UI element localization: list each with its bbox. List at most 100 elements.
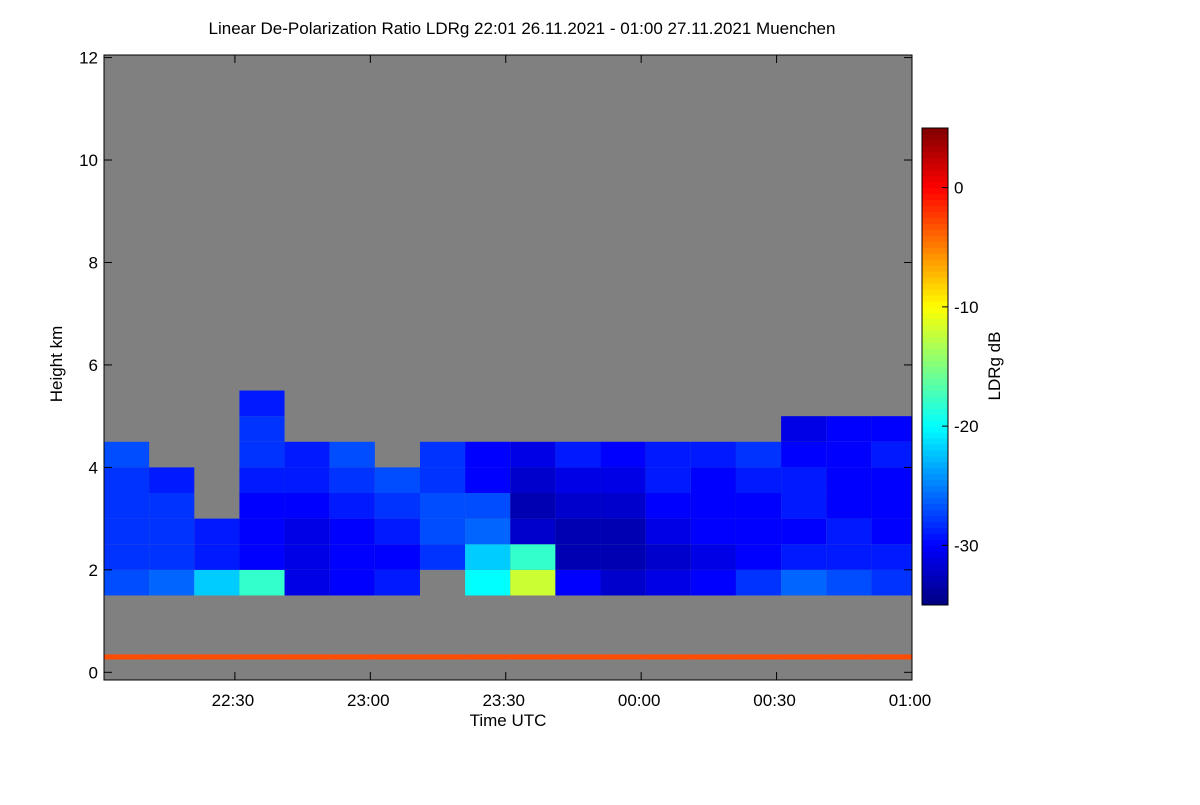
colorbar-frame (921, 127, 949, 606)
colorbar-swatch (922, 169, 948, 177)
heatmap-cell (600, 518, 646, 545)
heatmap-cell (510, 654, 556, 660)
chart-title: Linear De-Polarization Ratio LDRg 22:01 … (209, 19, 836, 38)
heatmap-cell (374, 493, 420, 519)
colorbar-swatch (922, 133, 948, 141)
heatmap-cell (871, 569, 912, 596)
colorbar-swatch (922, 193, 948, 201)
colorbar-swatch (922, 157, 948, 165)
x-axis-label: Time UTC (470, 711, 547, 730)
heatmap-cell (781, 569, 827, 596)
heatmap-cell (419, 544, 466, 570)
colorbar-swatch (922, 449, 948, 457)
heatmap-cell (690, 654, 736, 660)
plot-frame (103, 54, 913, 681)
heatmap-cell (690, 569, 736, 596)
heatmap-cell (465, 493, 511, 519)
heatmap-cell (555, 467, 601, 494)
heatmap-cell (419, 493, 466, 519)
heatmap-cell (871, 544, 912, 570)
colorbar-label: LDRg dB (985, 332, 1004, 401)
heatmap-cell (645, 493, 691, 519)
heatmap-cell (871, 441, 912, 468)
heatmap-cell (871, 518, 912, 545)
heatmap-cell (329, 493, 375, 519)
heatmap-cell (645, 544, 691, 570)
colorbar-swatch (922, 366, 948, 373)
heatmap-cell (239, 467, 285, 494)
y-tick-label: 12 (79, 49, 98, 68)
heatmap-cell (510, 441, 556, 468)
heatmap-cell (510, 467, 556, 494)
heatmap-cell (149, 467, 195, 494)
colorbar-swatch (922, 336, 948, 344)
colorbar-swatch (922, 521, 948, 528)
colorbar-swatch (922, 527, 948, 534)
colorbar-swatch (922, 533, 948, 540)
y-axis-label: Height km (47, 326, 66, 403)
heatmap-cell (104, 518, 150, 545)
heatmap-cell (781, 467, 827, 494)
heatmap-cell (826, 654, 872, 660)
colorbar-swatch (922, 306, 948, 314)
heatmap-cell (284, 654, 330, 660)
heatmap-cell (645, 441, 691, 468)
heatmap-cell (871, 493, 912, 519)
heatmap-cell (781, 518, 827, 545)
heatmap-cell (510, 569, 556, 596)
colorbar-swatch (922, 271, 948, 278)
colorbar-swatch (922, 199, 948, 207)
heatmap-cell (510, 493, 556, 519)
y-tick-label: 4 (89, 458, 98, 477)
colorbar-swatch (922, 330, 948, 338)
colorbar-swatch (922, 181, 948, 189)
heatmap-cell (600, 467, 646, 494)
heatmap-cell (735, 467, 782, 494)
heatmap-cell (690, 493, 736, 519)
heatmap-cell (149, 569, 195, 596)
colorbar-swatch (922, 229, 948, 236)
heatmap-cell (465, 654, 511, 660)
colorbar-swatch (922, 288, 948, 296)
colorbar-swatch (922, 378, 948, 385)
heatmap-cell (735, 441, 782, 468)
heatmap-cell (284, 544, 330, 570)
colorbar-swatch (922, 503, 948, 511)
colorbar-swatch (922, 163, 948, 171)
colorbar-swatch (922, 318, 948, 326)
heatmap-cell (510, 544, 556, 570)
heatmap-cell (419, 441, 466, 468)
colorbar-swatch (922, 408, 948, 415)
colorbar-swatch (922, 223, 948, 230)
colorbar-swatch (922, 277, 948, 284)
heatmap-cell (329, 441, 375, 468)
heatmap-cell (239, 654, 285, 660)
heatmap-cell (555, 569, 601, 596)
heatmap-cell (735, 569, 782, 596)
heatmap-cell (194, 518, 240, 545)
heatmap-cell (329, 544, 375, 570)
x-tick-label: 00:00 (618, 691, 661, 710)
colorbar-swatch (922, 372, 948, 379)
heatmap-cell (374, 654, 420, 660)
heatmap-cell (194, 544, 240, 570)
colorbar-swatch (922, 444, 948, 451)
y-tick-label: 8 (89, 253, 98, 272)
x-tick-label: 22:30 (212, 691, 255, 710)
heatmap-cell (871, 467, 912, 494)
heatmap-cell (419, 654, 466, 660)
heatmap-cell (104, 441, 150, 468)
heatmap-cell (555, 544, 601, 570)
colorbar-swatch (922, 479, 948, 487)
colorbar-swatch (922, 414, 948, 421)
heatmap-cell (600, 654, 646, 660)
heatmap-cell (690, 544, 736, 570)
colorbar-swatch (922, 294, 948, 302)
colorbar-swatch (922, 211, 948, 218)
heatmap-cell (735, 544, 782, 570)
x-tick-label: 00:30 (753, 691, 796, 710)
heatmap-cell (465, 467, 511, 494)
heatmap-cell (284, 518, 330, 545)
colorbar-swatch (922, 402, 948, 409)
